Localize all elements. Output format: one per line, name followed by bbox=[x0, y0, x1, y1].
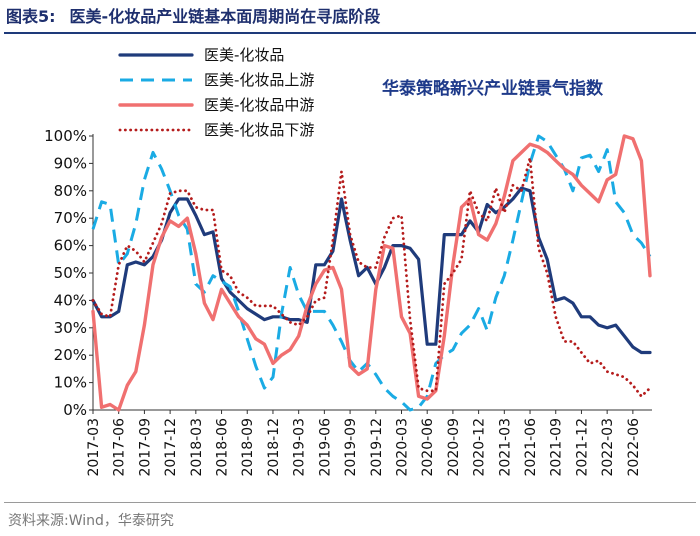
series-line-3 bbox=[91, 134, 652, 412]
x-tick-label: 2019-03 bbox=[292, 418, 308, 477]
source-divider bbox=[4, 502, 696, 503]
legend-label-4: 医美-化妆品下游 bbox=[204, 121, 314, 139]
x-tick-label: 2018-12 bbox=[266, 418, 282, 477]
series-line-1 bbox=[91, 186, 652, 355]
x-tick-label: 2019-12 bbox=[369, 418, 385, 477]
x-tick-label: 2018-03 bbox=[189, 418, 205, 477]
x-tick-label: 2019-09 bbox=[343, 418, 359, 477]
y-tick-label: 60% bbox=[54, 237, 87, 255]
figure-label: 图表5: bbox=[6, 7, 56, 26]
figure-title: 医美-化妆品产业链基本面周期尚在寻底阶段 bbox=[69, 7, 381, 26]
x-tick-label: 2021-09 bbox=[549, 418, 565, 477]
series-line-2 bbox=[91, 134, 652, 412]
x-tick-label: 2022-03 bbox=[600, 418, 616, 477]
y-tick-label: 80% bbox=[54, 182, 87, 200]
source-note: 资料来源:Wind，华泰研究 bbox=[8, 510, 174, 530]
legend-label-3: 医美-化妆品中游 bbox=[204, 96, 314, 114]
x-tick-label: 2017-12 bbox=[163, 418, 179, 477]
y-tick-label: 10% bbox=[54, 374, 87, 392]
x-tick-label: 2020-12 bbox=[472, 418, 488, 477]
x-tick-label: 2021-03 bbox=[497, 418, 513, 477]
figure-title-bar: 图表5: 医美-化妆品产业链基本面周期尚在寻底阶段 bbox=[6, 4, 380, 30]
source-text: Wind，华泰研究 bbox=[68, 513, 174, 529]
x-tick-label: 2021-12 bbox=[574, 418, 590, 477]
index-name-label: 华泰策略新兴产业链景气指数 bbox=[382, 79, 603, 99]
x-tick-label: 2020-06 bbox=[420, 418, 436, 477]
y-tick-label: 40% bbox=[54, 291, 87, 309]
x-tick-label: 2018-06 bbox=[215, 418, 231, 477]
title-divider bbox=[4, 32, 696, 34]
y-tick-label: 50% bbox=[54, 264, 87, 282]
x-tick-label: 2022-06 bbox=[626, 418, 642, 477]
y-tick-label: 30% bbox=[54, 319, 87, 337]
x-tick-label: 2019-06 bbox=[317, 418, 333, 477]
y-tick-label: 0% bbox=[63, 401, 87, 419]
y-tick-label: 70% bbox=[54, 209, 87, 227]
x-tick-label: 2020-09 bbox=[446, 418, 462, 477]
x-tick-label: 2017-06 bbox=[112, 418, 128, 477]
x-tick-label: 2018-09 bbox=[240, 418, 256, 477]
y-tick-label: 100% bbox=[44, 127, 87, 145]
x-tick-label: 2017-09 bbox=[137, 418, 153, 477]
legend-label-1: 医美-化妆品 bbox=[204, 46, 284, 64]
legend-label-2: 医美-化妆品上游 bbox=[204, 71, 314, 89]
x-tick-label: 2017-03 bbox=[86, 418, 102, 477]
source-label: 资料来源: bbox=[8, 513, 69, 529]
y-tick-label: 20% bbox=[54, 346, 87, 364]
series-line-4 bbox=[91, 156, 652, 398]
x-tick-label: 2021-06 bbox=[523, 418, 539, 477]
x-tick-label: 2020-03 bbox=[394, 418, 410, 477]
y-tick-label: 90% bbox=[54, 154, 87, 172]
